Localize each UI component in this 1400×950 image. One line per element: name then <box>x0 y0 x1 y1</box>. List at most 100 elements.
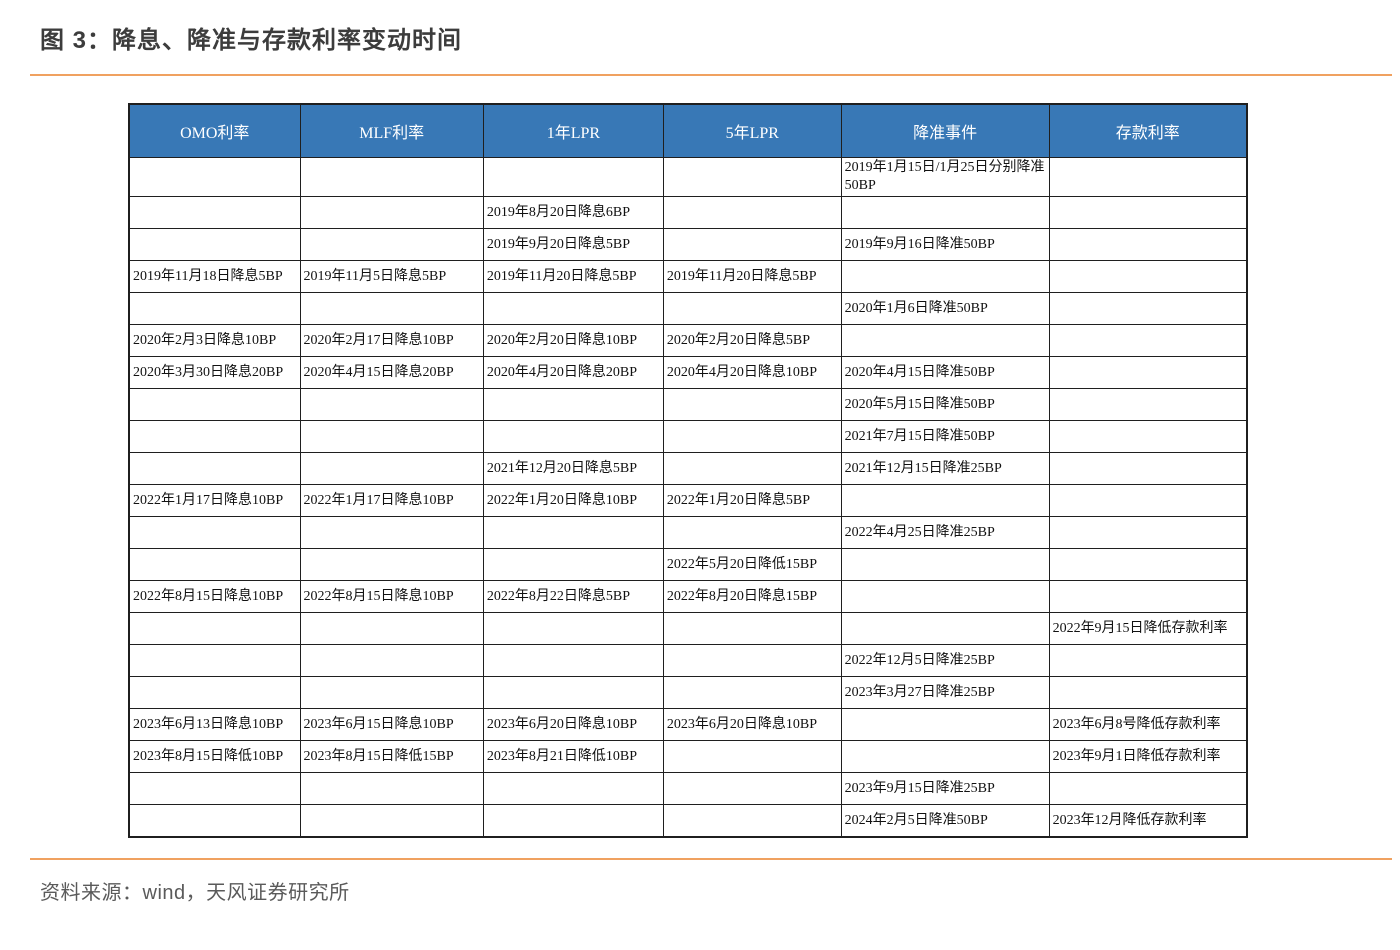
table-cell <box>1048 388 1248 422</box>
table-cell <box>662 804 842 838</box>
source-note: 资料来源：wind，天风证券研究所 <box>40 882 350 904</box>
rate-events-table-wrap: OMO利率 MLF利率 1年LPR 5年LPR 降准事件 存款利率 2019年1月15日/… <box>128 103 1248 839</box>
column-header: 存款利率 <box>1048 103 1248 158</box>
table-cell <box>482 644 664 678</box>
table-row: 2023年6月13日降息10BP 2023年6月15日降息10BP 2023年6月2… <box>128 708 1248 742</box>
table-cell <box>482 388 664 422</box>
table-cell <box>1048 228 1248 262</box>
table-cell: 2023年6月15日降息10BP <box>299 708 484 742</box>
table-cell: 2022年5月20日降低15BP <box>662 548 842 582</box>
table-cell <box>128 644 301 678</box>
table-cell: 2020年2月3日降息10BP <box>128 324 301 358</box>
table-cell: 2021年12月15日降准25BP <box>840 452 1050 486</box>
table-row: 2023年8月15日降低10BP 2023年8月15日降低15BP 2023年8月2… <box>128 740 1248 774</box>
table-cell <box>662 420 842 454</box>
table-cell: 2022年8月20日降息15BP <box>662 580 842 614</box>
table-row: 2023年3月27日降准25BP <box>128 676 1248 710</box>
table-cell <box>482 292 664 326</box>
table-cell: 2024年2月5日降准50BP <box>840 804 1050 838</box>
table-cell <box>840 324 1050 358</box>
table-cell <box>299 228 484 262</box>
table-cell: 2023年8月15日降低10BP <box>128 740 301 774</box>
table-cell <box>128 676 301 710</box>
table-cell: 2019年9月20日降息5BP <box>482 228 664 262</box>
table-row: 2022年8月15日降息10BP 2022年8月15日降息10BP 2022年8月2… <box>128 580 1248 614</box>
table-cell: 2022年4月25日降准25BP <box>840 516 1050 550</box>
table-cell <box>1048 452 1248 486</box>
table-cell <box>662 292 842 326</box>
figure-title: 图 3：降息、降准与存款利率变动时间 <box>40 27 463 54</box>
table-cell: 2022年8月15日降息10BP <box>299 580 484 614</box>
table-row: 2023年9月15日降准25BP <box>128 772 1248 806</box>
table-cell: 2022年12月5日降准25BP <box>840 644 1050 678</box>
table-cell <box>1048 356 1248 390</box>
table-cell <box>128 612 301 646</box>
table-cell <box>482 548 664 582</box>
table-row: 2019年9月20日降息5BP 2019年9月16日降准50BP <box>128 228 1248 262</box>
table-row: 2022年5月20日降低15BP <box>128 548 1248 582</box>
table-cell <box>840 612 1050 646</box>
title-divider-line <box>30 74 1392 76</box>
table-cell <box>128 228 301 262</box>
table-cell <box>662 156 842 198</box>
table-cell <box>299 612 484 646</box>
table-cell <box>482 420 664 454</box>
table-cell <box>1048 484 1248 518</box>
table-cell <box>1048 292 1248 326</box>
table-cell <box>482 612 664 646</box>
table-cell: 2022年1月17日降息10BP <box>128 484 301 518</box>
table-cell: 2020年2月20日降息10BP <box>482 324 664 358</box>
table-cell <box>840 548 1050 582</box>
table-cell: 2022年1月20日降息10BP <box>482 484 664 518</box>
table-cell: 2020年3月30日降息20BP <box>128 356 301 390</box>
table-cell <box>299 804 484 838</box>
table-row: 2021年12月20日降息5BP 2021年12月15日降准25BP <box>128 452 1248 486</box>
table-cell <box>840 708 1050 742</box>
table-row: 2019年1月15日/1月25日分别降准50BP <box>128 156 1248 198</box>
table-cell <box>1048 156 1248 198</box>
table-cell <box>662 740 842 774</box>
table-cell: 2023年6月8号降低存款利率 <box>1048 708 1248 742</box>
table-row: 2022年1月17日降息10BP 2022年1月17日降息10BP 2022年1月2… <box>128 484 1248 518</box>
table-cell: 2023年9月15日降准25BP <box>840 772 1050 806</box>
table-cell <box>482 804 664 838</box>
table-cell <box>1048 516 1248 550</box>
table-row: 2024年2月5日降准50BP 2023年12月降低存款利率 <box>128 804 1248 838</box>
table-row: 2019年11月18日降息5BP 2019年11月5日降息5BP 2019年11月2… <box>128 260 1248 294</box>
table-cell <box>662 644 842 678</box>
table-cell <box>128 772 301 806</box>
table-row: 2020年1月6日降准50BP <box>128 292 1248 326</box>
table-cell: 2023年8月15日降低15BP <box>299 740 484 774</box>
table-cell <box>840 740 1050 774</box>
table-cell <box>128 548 301 582</box>
table-cell <box>840 196 1050 230</box>
rate-events-table: OMO利率 MLF利率 1年LPR 5年LPR 降准事件 存款利率 2019年1月15日/… <box>128 103 1248 839</box>
table-cell <box>662 676 842 710</box>
table-cell <box>482 516 664 550</box>
table-cell: 2020年1月6日降准50BP <box>840 292 1050 326</box>
table-cell <box>299 292 484 326</box>
table-cell <box>1048 676 1248 710</box>
table-cell: 2020年5月15日降准50BP <box>840 388 1050 422</box>
table-cell <box>1048 580 1248 614</box>
table-cell <box>1048 548 1248 582</box>
table-cell <box>299 420 484 454</box>
table-cell <box>840 484 1050 518</box>
table-cell: 2022年1月20日降息5BP <box>662 484 842 518</box>
table-cell <box>128 804 301 838</box>
table-cell <box>128 388 301 422</box>
table-cell: 2023年12月降低存款利率 <box>1048 804 1248 838</box>
table-cell <box>299 644 484 678</box>
table-cell <box>128 156 301 198</box>
table-cell <box>299 196 484 230</box>
table-cell <box>482 676 664 710</box>
table-cell <box>482 772 664 806</box>
table-cell: 2022年8月15日降息10BP <box>128 580 301 614</box>
table-cell: 2021年7月15日降准50BP <box>840 420 1050 454</box>
table-cell <box>840 580 1050 614</box>
table-cell <box>299 548 484 582</box>
table-body: 2019年1月15日/1月25日分别降准50BP 2019年8月20日降息6BP 2… <box>128 156 1248 838</box>
table-cell: 2020年4月15日降息20BP <box>299 356 484 390</box>
table-cell <box>299 388 484 422</box>
